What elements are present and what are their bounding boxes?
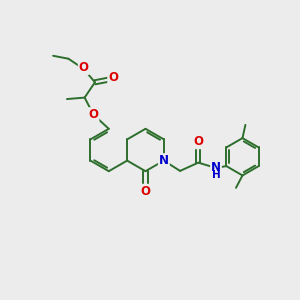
- Text: N: N: [211, 161, 221, 175]
- Text: O: O: [79, 61, 89, 74]
- Text: O: O: [108, 71, 118, 84]
- Text: O: O: [88, 108, 98, 121]
- Text: O: O: [193, 135, 203, 148]
- Text: H: H: [212, 170, 220, 180]
- Text: N: N: [159, 154, 169, 167]
- Text: O: O: [140, 185, 151, 198]
